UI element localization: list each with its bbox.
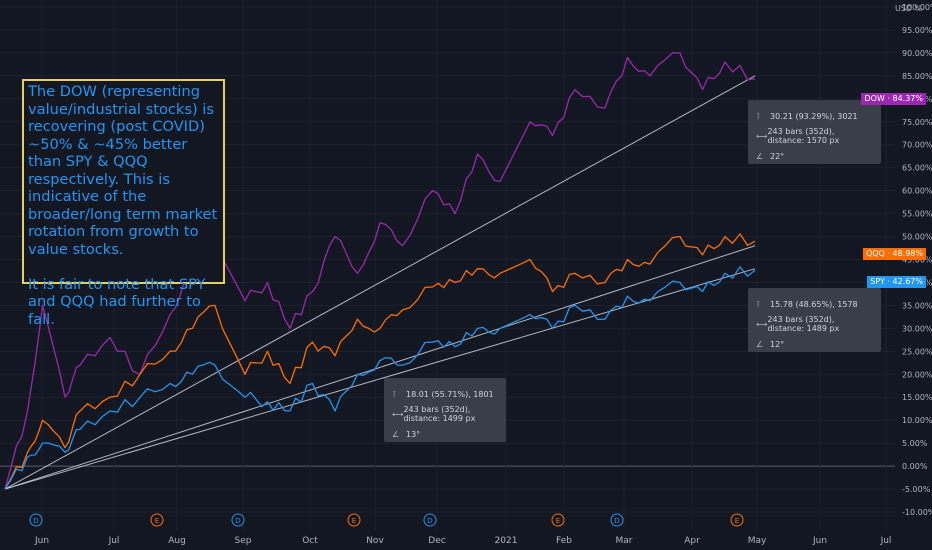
earnings-marker[interactable]: E bbox=[730, 513, 744, 527]
marker-letter: D bbox=[427, 517, 432, 525]
earnings-marker[interactable]: E bbox=[347, 513, 361, 527]
earnings-marker[interactable]: E bbox=[150, 513, 164, 527]
marker-circle bbox=[231, 513, 245, 527]
y-tick-label: 55.00% bbox=[902, 210, 932, 219]
axis-unit: USD % bbox=[895, 4, 923, 13]
y-tick-label: 75.00% bbox=[902, 118, 932, 127]
bars-range-icon: ⟷ bbox=[756, 131, 768, 141]
annotation-box[interactable]: The DOW (representing value/industrial s… bbox=[22, 79, 225, 328]
y-tick-label: 100.00% bbox=[902, 3, 932, 12]
trendlines bbox=[4, 75, 756, 490]
series-lines bbox=[4, 52, 756, 490]
y-tick-label: 30.00% bbox=[902, 324, 932, 333]
price-range-icon: ⊺ bbox=[756, 111, 761, 121]
annotation-paragraph-2: It is fair to note that SPY and QQQ had … bbox=[28, 275, 206, 328]
marker-letter: D bbox=[33, 517, 38, 525]
x-tick-label: Jun bbox=[812, 536, 827, 546]
earnings-marker[interactable]: E bbox=[551, 513, 565, 527]
x-tick-label: Mar bbox=[616, 536, 633, 546]
y-tick-label: 0.00% bbox=[902, 462, 928, 471]
x-tick-label: Feb bbox=[556, 536, 572, 546]
trendline bbox=[4, 268, 756, 490]
y-tick-label: 65.00% bbox=[902, 164, 932, 173]
y-tick-label: 90.00% bbox=[902, 49, 932, 58]
measure-line: 243 bars (352d), distance: 1489 px bbox=[767, 315, 840, 333]
trendline bbox=[4, 245, 756, 490]
marker-circle bbox=[150, 513, 164, 527]
x-tick-label: Jul bbox=[108, 536, 120, 546]
x-tick-label: May bbox=[748, 536, 767, 546]
marker-letter: E bbox=[155, 517, 159, 525]
x-tick-label: Oct bbox=[302, 536, 318, 546]
marker-circle bbox=[29, 513, 43, 527]
angle-icon: ∠ bbox=[392, 429, 400, 439]
y-tick-label: 60.00% bbox=[902, 187, 932, 196]
angle-icon: ∠ bbox=[756, 151, 764, 161]
measure-line: 30.21 (93.29%), 3021 bbox=[770, 111, 858, 121]
dividend-marker[interactable]: D bbox=[29, 513, 43, 527]
measure-line: 13° bbox=[406, 429, 421, 439]
series-line-dow bbox=[4, 52, 756, 490]
dividend-marker[interactable]: D bbox=[231, 513, 245, 527]
y-tick-label: 45.00% bbox=[902, 256, 932, 265]
marker-letter: D bbox=[235, 517, 240, 525]
y-tick-label: 5.00% bbox=[902, 439, 928, 448]
y-tick-label: 70.00% bbox=[902, 141, 932, 150]
measure-line: 243 bars (352d), distance: 1499 px bbox=[403, 405, 476, 423]
price-range-icon: ⊺ bbox=[392, 389, 397, 399]
dividend-marker[interactable]: D bbox=[610, 513, 624, 527]
bars-range-icon: ⟷ bbox=[392, 409, 404, 419]
marker-letter: E bbox=[352, 517, 356, 525]
measure-box-dow[interactable]: ⊺ 30.21 (93.29%), 3021 ⟷ 243 bars (352d), … bbox=[748, 100, 881, 164]
y-axis: 100.00%95.00%90.00%85.00%80.00%75.00%70.… bbox=[902, 3, 932, 517]
x-axis: Jun Jul Aug Sep Oct Nov Dec 2021 Feb Mar Apr May Jun… bbox=[34, 536, 891, 546]
y-tick-label: 85.00% bbox=[902, 72, 932, 81]
x-tick-label: 2021 bbox=[495, 536, 518, 546]
marker-circle bbox=[423, 513, 437, 527]
measure-line: 15.78 (48.65%), 1578 bbox=[770, 299, 858, 309]
marker-circle bbox=[610, 513, 624, 527]
x-tick-label: Sep bbox=[235, 536, 252, 546]
y-tick-label: 95.00% bbox=[902, 26, 932, 35]
measure-box-qqq[interactable]: ⊺ 15.78 (48.65%), 1578 ⟷ 243 bars (352d), … bbox=[748, 288, 881, 352]
price-range-icon: ⊺ bbox=[756, 299, 761, 309]
measure-box-spy[interactable]: ⊺ 18.01 (55.71%), 1801 ⟷ 243 bars (352d), … bbox=[384, 378, 506, 442]
y-tick-label: 15.00% bbox=[902, 393, 932, 402]
bars-range-icon: ⟷ bbox=[756, 319, 768, 329]
x-tick-label: Jun bbox=[34, 536, 49, 546]
price-tag-dow: DOW · 84.37% bbox=[861, 93, 926, 105]
measure-line: 243 bars (352d), distance: 1570 px bbox=[767, 127, 840, 145]
series-line-spy bbox=[4, 266, 756, 490]
dividend-marker[interactable]: D bbox=[423, 513, 437, 527]
y-tick-label: 10.00% bbox=[902, 416, 932, 425]
measure-line: 18.01 (55.71%), 1801 bbox=[406, 389, 494, 399]
y-tick-label: -5.00% bbox=[902, 485, 931, 494]
marker-letter: E bbox=[556, 517, 560, 525]
measure-line: 12° bbox=[770, 339, 785, 349]
y-tick-label: 25.00% bbox=[902, 347, 932, 356]
x-tick-label: Dec bbox=[428, 536, 445, 546]
x-tick-label: Apr bbox=[684, 536, 700, 546]
angle-icon: ∠ bbox=[756, 339, 764, 349]
x-tick-label: Nov bbox=[366, 536, 384, 546]
marker-circle bbox=[730, 513, 744, 527]
x-tick-label: Jul bbox=[880, 536, 892, 546]
y-tick-label: 50.00% bbox=[902, 233, 932, 242]
y-tick-label: -10.00% bbox=[902, 508, 932, 517]
series-line-qqq bbox=[4, 233, 756, 490]
price-tag-spy: SPY · 42.67% bbox=[867, 276, 926, 288]
price-tag-qqq: QQQ · 48.98% bbox=[862, 248, 926, 260]
trendline bbox=[4, 75, 756, 490]
y-tick-label: 35.00% bbox=[902, 301, 932, 310]
measure-line: 22° bbox=[770, 151, 785, 161]
marker-circle bbox=[551, 513, 565, 527]
annotation-paragraph-1: The DOW (representing value/industrial s… bbox=[28, 83, 218, 258]
x-tick-label: Aug bbox=[168, 536, 186, 546]
marker-letter: D bbox=[614, 517, 619, 525]
marker-circle bbox=[347, 513, 361, 527]
y-tick-label: 20.00% bbox=[902, 370, 932, 379]
marker-letter: E bbox=[735, 517, 739, 525]
